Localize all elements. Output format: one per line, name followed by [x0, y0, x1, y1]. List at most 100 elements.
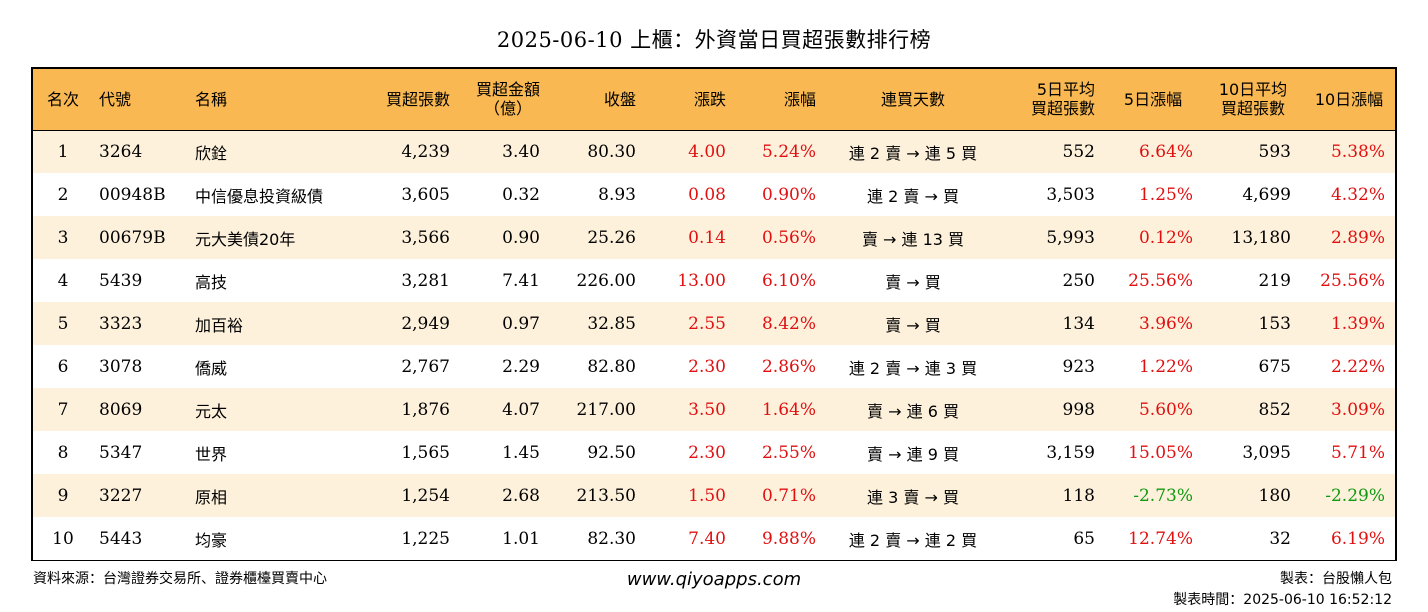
cell-pct10: -2.29% [1325, 485, 1385, 506]
cell-pct5: 3.96% [1138, 313, 1193, 334]
cell-pct10: 1.39% [1330, 313, 1385, 334]
ranking-table: 名次 代號 名稱 買超張數 買超金額 （億） 收盤 漲跌 漲幅 連買天數 5日平… [31, 67, 1397, 561]
cell-rank: 1 [57, 141, 69, 162]
cell-change: 1.50 [688, 485, 726, 506]
cell-code: 3078 [99, 356, 143, 377]
cell-shares: 4,239 [401, 141, 450, 162]
cell-avg5: 552 [1062, 141, 1095, 162]
cell-change: 2.55 [688, 313, 726, 334]
cell-avg5: 134 [1062, 313, 1095, 334]
cell-name: 原相 [195, 487, 228, 507]
cell-shares: 2,949 [401, 313, 450, 334]
cell-pct5: 12.74% [1128, 528, 1193, 549]
cell-avg5: 65 [1073, 528, 1095, 549]
cell-avg10: 3,095 [1242, 442, 1291, 463]
cell-rank: 7 [57, 399, 69, 420]
cell-change: 7.40 [688, 528, 726, 549]
cell-avg10: 32 [1269, 528, 1291, 549]
cell-name: 元大美債20年 [195, 229, 296, 249]
cell-streak: 賣 → 買 [885, 272, 941, 292]
data-source: 資料來源：台灣證券交易所、證券櫃檯買賣中心 [33, 571, 327, 587]
cell-amount: 1.01 [502, 528, 540, 549]
cell-pct10: 2.22% [1330, 356, 1385, 377]
table-row: 7 8069 元太 1,876 4.07 217.00 3.50 1.64% 賣 → 連 6 買… [33, 388, 1395, 431]
cell-rank: 4 [57, 270, 69, 291]
cell-pct: 0.56% [761, 227, 816, 248]
cell-close: 80.30 [587, 141, 636, 162]
cell-code: 3264 [99, 141, 143, 162]
made-time: 製表時間：2025-06-10 16:52:12 [1173, 592, 1392, 608]
cell-amount: 7.41 [502, 270, 540, 291]
cell-avg10: 13,180 [1231, 227, 1291, 248]
cell-streak: 賣 → 連 13 買 [861, 229, 965, 249]
cell-rank: 2 [57, 184, 69, 205]
col-header-avg10: 10日平均 買超張數 [1218, 80, 1288, 119]
cell-pct5: 5.60% [1138, 399, 1193, 420]
cell-shares: 2,767 [401, 356, 450, 377]
cell-pct: 5.24% [761, 141, 816, 162]
cell-name: 僑威 [195, 358, 228, 378]
cell-rank: 3 [57, 227, 69, 248]
cell-avg10: 852 [1258, 399, 1291, 420]
cell-name: 世界 [195, 444, 228, 464]
page-title: 2025-06-10 上櫃：外資當日買超張數排行榜 [496, 28, 932, 52]
cell-streak: 連 3 賣 → 買 [867, 487, 959, 507]
cell-streak: 賣 → 連 9 買 [867, 444, 959, 464]
cell-avg10: 4,699 [1242, 184, 1291, 205]
cell-close: 213.50 [576, 485, 636, 506]
cell-pct10: 25.56% [1320, 270, 1385, 291]
cell-avg5: 118 [1062, 485, 1095, 506]
cell-shares: 1,565 [401, 442, 450, 463]
table-row: 5 3323 加百裕 2,949 0.97 32.85 2.55 8.42% 賣 → 買 134 3… [33, 302, 1395, 345]
cell-amount: 0.32 [502, 184, 540, 205]
website-link[interactable]: www.qiyoapps.com [626, 569, 802, 590]
cell-pct10: 4.32% [1330, 184, 1385, 205]
cell-avg5: 998 [1062, 399, 1095, 420]
cell-shares: 1,876 [401, 399, 450, 420]
cell-pct10: 3.09% [1330, 399, 1385, 420]
cell-close: 92.50 [587, 442, 636, 463]
table-row: 4 5439 高技 3,281 7.41 226.00 13.00 6.10% 賣 → 買 250… [33, 259, 1395, 302]
cell-amount: 0.97 [502, 313, 540, 334]
cell-amount: 2.68 [502, 485, 540, 506]
cell-code: 8069 [99, 399, 143, 420]
col-header-code: 代號 [99, 89, 132, 109]
cell-amount: 1.45 [502, 442, 540, 463]
col-header-pct5: 5日漲幅 [1123, 89, 1183, 109]
cell-change: 0.14 [688, 227, 726, 248]
cell-streak: 賣 → 連 6 買 [867, 401, 959, 421]
col-header-pct10: 10日漲幅 [1314, 89, 1384, 109]
col-header-shares: 買超張數 [385, 89, 450, 109]
cell-avg10: 593 [1258, 141, 1291, 162]
cell-pct: 9.88% [761, 528, 816, 549]
cell-name: 加百裕 [195, 315, 244, 335]
cell-name: 高技 [195, 272, 228, 292]
cell-change: 4.00 [688, 141, 726, 162]
cell-pct: 8.42% [761, 313, 816, 334]
cell-rank: 5 [57, 313, 69, 334]
cell-avg5: 3,503 [1046, 184, 1095, 205]
col-header-close: 收盤 [603, 89, 636, 109]
cell-pct: 2.55% [761, 442, 816, 463]
table-row: 8 5347 世界 1,565 1.45 92.50 2.30 2.55% 賣 → 連 9 買 3… [33, 431, 1395, 474]
cell-rank: 10 [52, 528, 74, 549]
col-header-amount: 買超金額 （億） [475, 80, 540, 119]
cell-avg5: 250 [1062, 270, 1095, 291]
col-header-streak: 連買天數 [880, 89, 945, 109]
cell-pct5: 1.22% [1138, 356, 1193, 377]
cell-code: 3227 [99, 485, 143, 506]
cell-close: 82.80 [587, 356, 636, 377]
cell-pct: 0.71% [761, 485, 816, 506]
cell-rank: 9 [57, 485, 69, 506]
cell-pct5: -2.73% [1133, 485, 1193, 506]
cell-amount: 3.40 [502, 141, 540, 162]
cell-shares: 1,254 [401, 485, 450, 506]
cell-code: 5347 [99, 442, 143, 463]
cell-change: 0.08 [688, 184, 726, 205]
cell-shares: 3,281 [401, 270, 450, 291]
cell-change: 13.00 [677, 270, 726, 291]
cell-avg5: 3,159 [1046, 442, 1095, 463]
cell-avg10: 219 [1258, 270, 1291, 291]
cell-avg10: 180 [1258, 485, 1291, 506]
col-header-rank: 名次 [46, 89, 79, 109]
